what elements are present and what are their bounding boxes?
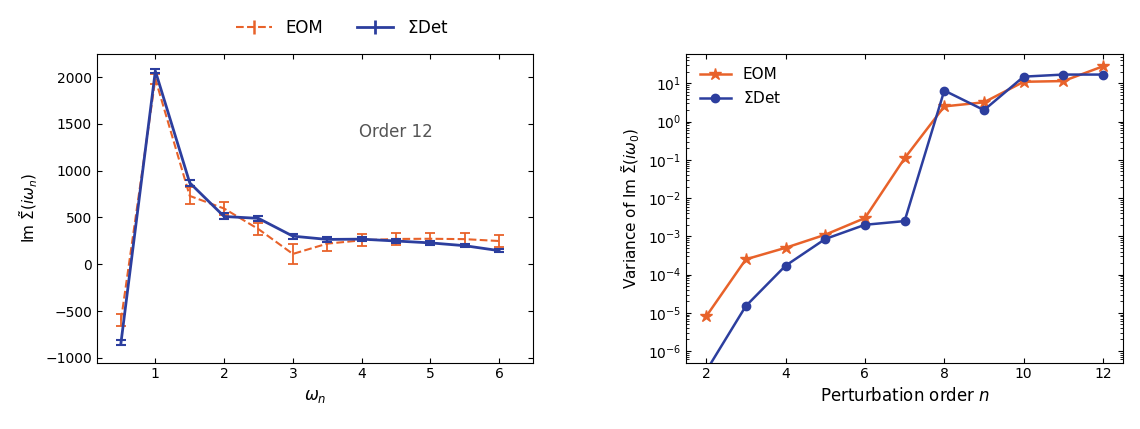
$\Sigma$Det xyxy=(1057,72,1070,77)
EOM xyxy=(937,104,951,109)
Y-axis label: Variance of Im $\tilde{\Sigma}(i\omega_0)$: Variance of Im $\tilde{\Sigma}(i\omega_0… xyxy=(620,127,643,289)
EOM xyxy=(898,156,912,161)
$\Sigma$Det xyxy=(898,218,912,224)
Text: Order 12: Order 12 xyxy=(359,123,432,141)
$\Sigma$Det xyxy=(1097,72,1110,77)
$\Sigma$Det xyxy=(739,303,752,308)
$\Sigma$Det xyxy=(779,263,792,268)
EOM xyxy=(1097,63,1110,69)
X-axis label: $\omega_n$: $\omega_n$ xyxy=(304,387,326,405)
EOM xyxy=(858,215,872,221)
EOM xyxy=(1057,79,1070,84)
EOM xyxy=(699,314,712,319)
Legend: EOM, $\Sigma$Det: EOM, $\Sigma$Det xyxy=(694,61,788,112)
Line: EOM: EOM xyxy=(700,60,1109,323)
EOM xyxy=(1017,79,1031,85)
$\Sigma$Det xyxy=(699,369,712,374)
EOM xyxy=(779,245,792,251)
X-axis label: Perturbation order $n$: Perturbation order $n$ xyxy=(820,387,990,405)
$\Sigma$Det xyxy=(1017,74,1031,79)
$\Sigma$Det xyxy=(819,236,832,242)
EOM xyxy=(819,232,832,237)
EOM xyxy=(977,100,991,105)
EOM xyxy=(739,257,752,262)
Y-axis label: Im $\tilde{\Sigma}(i\omega_n)$: Im $\tilde{\Sigma}(i\omega_n)$ xyxy=(17,173,40,243)
Line: $\Sigma$Det: $\Sigma$Det xyxy=(702,70,1107,375)
$\Sigma$Det xyxy=(858,222,872,227)
$\Sigma$Det xyxy=(977,108,991,113)
$\Sigma$Det xyxy=(937,88,951,93)
Legend: EOM, $\Sigma$Det: EOM, $\Sigma$Det xyxy=(229,12,455,44)
